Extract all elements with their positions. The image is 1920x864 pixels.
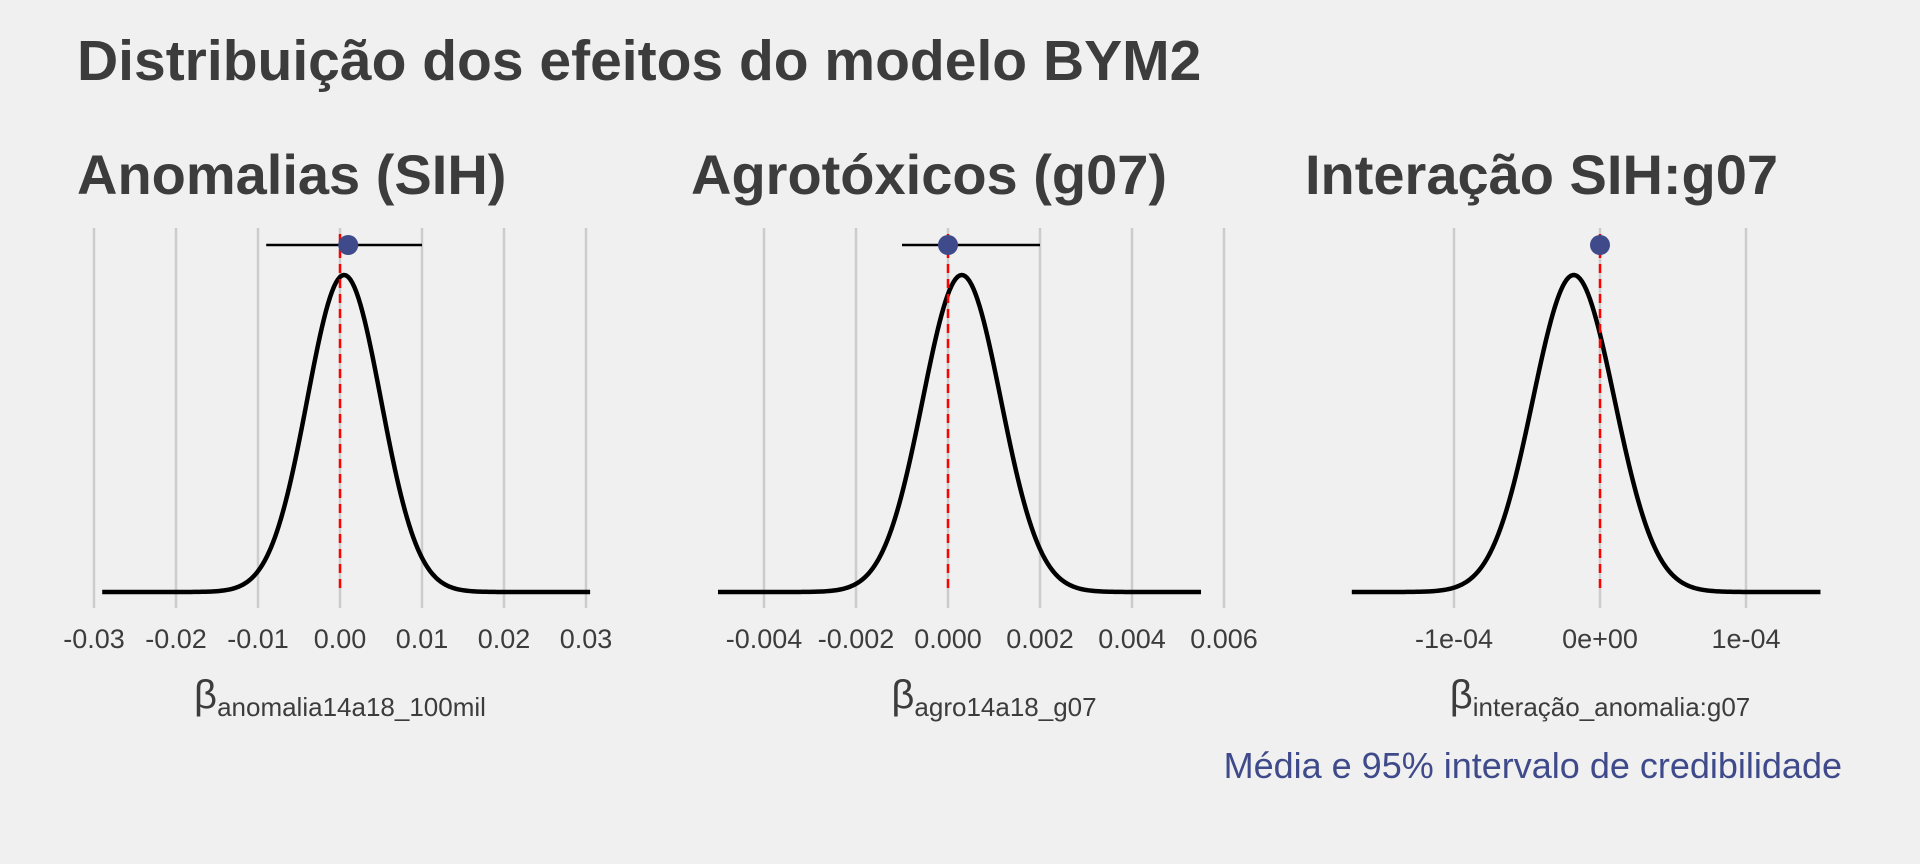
x-tick-label: -1e-04 [1415, 624, 1493, 654]
panel-title: Interação SIH:g07 [1305, 143, 1778, 206]
x-tick-label: 1e-04 [1711, 624, 1780, 654]
x-tick-label: -0.03 [63, 624, 125, 654]
panel-title: Agrotóxicos (g07) [691, 143, 1167, 206]
chart-title: Distribuição dos efeitos do modelo BYM2 [77, 29, 1202, 93]
mean-point [1590, 235, 1610, 255]
x-tick-label: -0.002 [818, 624, 895, 654]
mean-point [338, 235, 359, 255]
panel-1: Anomalias (SIH) -0.03 -0.02 -0.01 0.00 0.01 0.… [63, 143, 612, 722]
x-tick-label: 0.000 [914, 624, 982, 654]
chart-caption: Média e 95% intervalo de credibilidade [1224, 745, 1842, 786]
x-axis-label: βanomalia14a18_100mil [194, 673, 486, 722]
x-tick-label: -0.004 [726, 624, 803, 654]
x-tick-label: 0.03 [560, 624, 613, 654]
x-tick-label: 0.004 [1098, 624, 1166, 654]
x-tick-label: 0e+00 [1562, 624, 1638, 654]
panel-3: Interação SIH:g07 -1e-04 0e+00 1e-04 βintera… [1305, 143, 1821, 722]
x-tick-label: 0.002 [1006, 624, 1074, 654]
panel-2: Agrotóxicos (g07) -0.004 -0.002 0.000 0.002 0… [691, 143, 1258, 722]
density-curve [717, 272, 1202, 595]
density-curve [1351, 272, 1821, 595]
x-tick-label: 0.02 [478, 624, 531, 654]
x-axis-label: βinteração_anomalia:g07 [1450, 673, 1751, 722]
panel-title: Anomalias (SIH) [77, 143, 506, 206]
mean-point [938, 235, 958, 255]
x-tick-label: 0.00 [314, 624, 367, 654]
x-axis-label: βagro14a18_g07 [891, 673, 1096, 722]
x-tick-label: 0.01 [396, 624, 449, 654]
density-curve [101, 272, 591, 595]
x-tick-label: 0.006 [1190, 624, 1258, 654]
x-tick-label: -0.02 [145, 624, 207, 654]
x-tick-label: -0.01 [227, 624, 289, 654]
